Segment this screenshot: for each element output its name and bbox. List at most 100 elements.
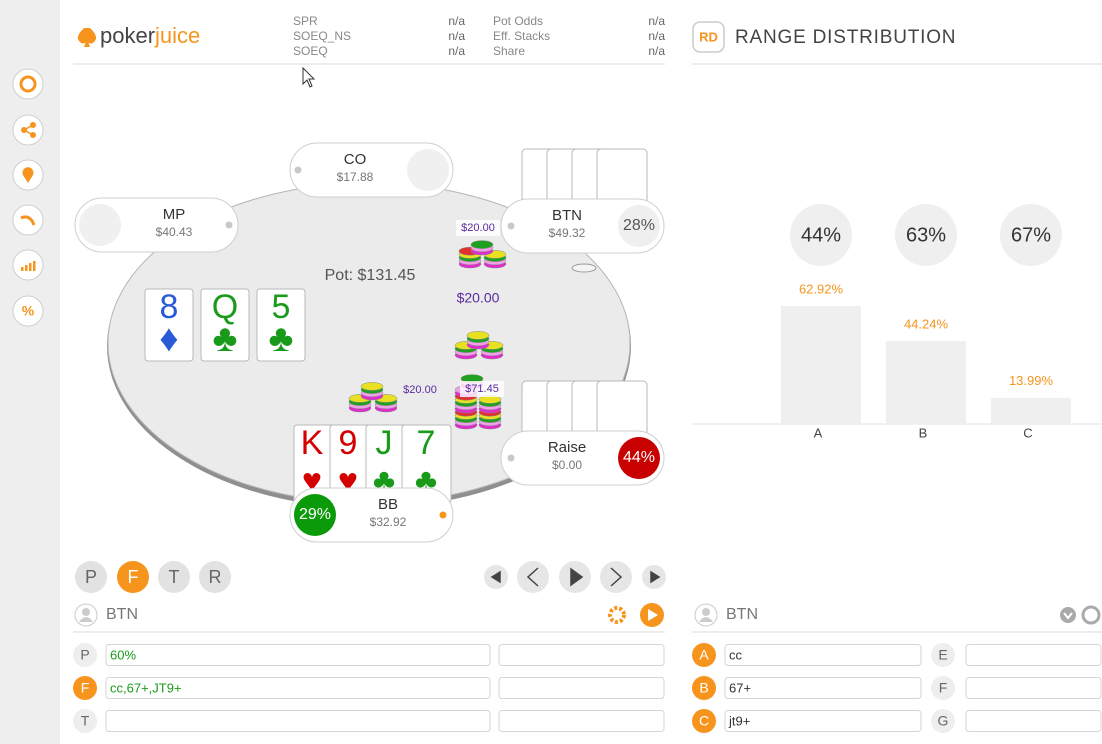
range-key-label: B	[699, 680, 708, 696]
logo-text: poker	[100, 23, 155, 48]
range-key-label: A	[699, 647, 709, 663]
range-input[interactable]	[498, 644, 665, 666]
seat-equity: 29%	[299, 506, 331, 523]
range-input[interactable]	[105, 644, 491, 666]
stat-label: Share	[493, 44, 525, 58]
seat-equity: 44%	[623, 449, 655, 466]
card-rank: 7	[417, 424, 436, 462]
card	[144, 288, 194, 362]
sidebar-button[interactable]	[12, 295, 44, 327]
sidebar	[0, 0, 60, 744]
range-input[interactable]	[498, 677, 665, 699]
bar-category-label: A	[814, 425, 823, 440]
bar-value-label: 62.92%	[799, 281, 844, 296]
nav-icon	[526, 567, 539, 587]
range-text: 67+	[729, 680, 751, 695]
nav-icon	[650, 570, 661, 584]
card-suit: ♣	[269, 318, 294, 360]
card-suit: ♣	[213, 318, 238, 360]
chip	[360, 382, 384, 391]
stat-label: Eff. Stacks	[493, 29, 550, 43]
street-marker-label: P	[80, 647, 89, 663]
nav-button[interactable]	[600, 561, 632, 593]
card	[256, 288, 306, 362]
seat-stack: $40.43	[156, 225, 193, 239]
range-input[interactable]	[105, 710, 491, 732]
help-button[interactable]	[1081, 605, 1101, 625]
card-rank: 5	[272, 288, 291, 326]
equity-badge	[294, 494, 336, 536]
collapse-icon	[1063, 612, 1073, 620]
chip	[470, 240, 494, 249]
range-key	[931, 676, 955, 700]
bar-category-label: C	[1023, 425, 1032, 440]
stat-label: SPR	[293, 14, 318, 28]
range-input[interactable]	[965, 677, 1102, 699]
icon	[19, 75, 37, 93]
avatar	[79, 204, 121, 246]
sidebar-icon-label: %	[22, 303, 35, 319]
card-back	[596, 148, 648, 206]
equity-value: 44%	[801, 224, 841, 246]
logo: pokerjuice	[100, 23, 200, 48]
nav-icon	[570, 567, 584, 587]
bet-label-bg	[456, 220, 500, 236]
seat-name: CO	[344, 151, 367, 168]
collapse-button[interactable]	[1060, 607, 1076, 623]
icon	[25, 265, 28, 271]
user-icon	[702, 608, 710, 616]
sidebar-button[interactable]	[12, 204, 44, 236]
card-back	[596, 380, 648, 438]
range-key	[931, 709, 955, 733]
sidebar-button[interactable]	[12, 114, 44, 146]
icon	[29, 263, 32, 271]
street-label: P	[85, 567, 97, 587]
street-button[interactable]	[158, 561, 190, 593]
icon	[21, 267, 24, 271]
stat-value: n/a	[648, 14, 665, 28]
street-marker	[73, 709, 97, 733]
stat-value: n/a	[448, 29, 465, 43]
seat-indicator	[225, 221, 233, 229]
range-input[interactable]	[724, 644, 922, 666]
range-input[interactable]	[498, 710, 665, 732]
street-button[interactable]	[75, 561, 107, 593]
range-input[interactable]	[724, 710, 922, 732]
seat-name: Raise	[548, 439, 586, 456]
seat-indicator	[507, 454, 515, 462]
user-icon	[79, 617, 93, 622]
range-key-label: E	[938, 647, 947, 663]
nav-icon	[490, 570, 501, 584]
equity-circle	[790, 204, 852, 266]
street-marker	[73, 676, 97, 700]
bar-value-label: 13.99%	[1009, 373, 1054, 388]
panel-title: RANGE DISTRIBUTION	[735, 27, 956, 48]
seat-name: BB	[378, 496, 398, 513]
rd-badge	[692, 21, 725, 53]
sidebar-button[interactable]	[12, 68, 44, 100]
user-icon	[82, 608, 90, 616]
card-rank: 8	[160, 288, 179, 326]
settings-button[interactable]	[608, 606, 626, 624]
seat-name: MP	[163, 206, 186, 223]
card	[200, 288, 250, 362]
bar-value-label: 44.24%	[904, 316, 949, 331]
range-input[interactable]	[105, 677, 491, 699]
range-key-label: F	[939, 680, 948, 696]
bet-amount: $20.00	[457, 290, 500, 306]
sidebar-button[interactable]	[12, 249, 44, 281]
user-icon	[699, 617, 713, 622]
range-input[interactable]	[965, 644, 1102, 666]
range-input[interactable]	[965, 710, 1102, 732]
seat-name: BTN	[552, 207, 582, 224]
stat-value: n/a	[648, 29, 665, 43]
street-marker-label: T	[81, 713, 90, 729]
range-input[interactable]	[724, 677, 922, 699]
street-button[interactable]	[199, 561, 231, 593]
street-button[interactable]	[117, 561, 149, 593]
logo-icon	[77, 28, 97, 47]
stat-value: n/a	[448, 44, 465, 58]
nav-button[interactable]	[517, 561, 549, 593]
bar	[781, 306, 861, 424]
panel-player: BTN	[726, 606, 758, 623]
